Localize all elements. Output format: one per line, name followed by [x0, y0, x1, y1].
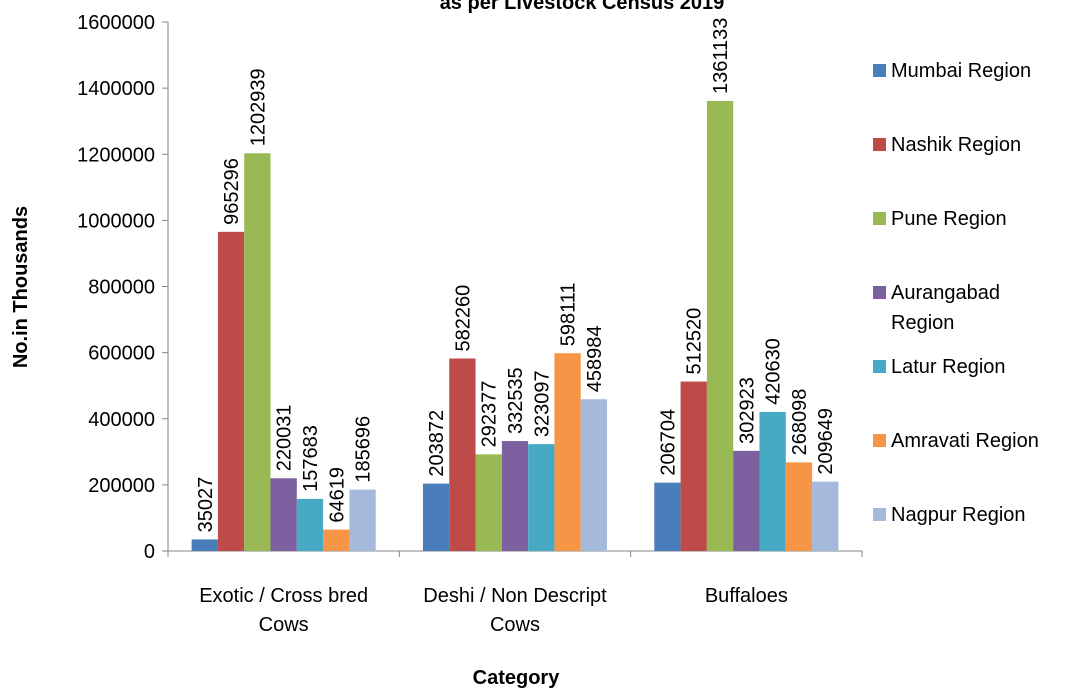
- y-tick-label: 1400000: [77, 78, 155, 100]
- bar: [733, 450, 760, 551]
- bar: [501, 441, 529, 551]
- data-label: 458984: [584, 325, 606, 392]
- legend-label: Mumbai Region: [891, 60, 1031, 82]
- data-label: 206704: [657, 409, 679, 476]
- bar: [217, 231, 245, 552]
- bar: [296, 498, 324, 551]
- data-label: 209649: [815, 408, 837, 475]
- bar: [449, 358, 476, 551]
- data-label: 268098: [789, 389, 811, 456]
- data-label: 35027: [195, 477, 217, 533]
- legend: Mumbai Region Nashik Region Pune Region Aur…: [873, 60, 1039, 526]
- legend-label: Nashik Region: [891, 134, 1021, 156]
- y-tick-label: 200000: [88, 475, 155, 497]
- bar: [785, 462, 813, 551]
- legend-swatch: [873, 286, 886, 299]
- bar: [244, 153, 271, 551]
- chart-title: as per Livestock Census 2019: [440, 0, 725, 14]
- bar: [554, 353, 581, 551]
- data-label: 157683: [300, 425, 322, 492]
- y-tick-label: 0: [144, 541, 155, 563]
- category-label: Cows: [490, 614, 540, 636]
- data-label: 1361133: [710, 18, 732, 94]
- legend-swatch: [873, 508, 886, 521]
- legend-swatch: [873, 360, 886, 373]
- data-label: 332535: [505, 367, 527, 434]
- bar: [680, 381, 707, 551]
- category-label: Buffaloes: [705, 585, 788, 607]
- legend-swatch: [873, 138, 886, 151]
- data-label: 323097: [531, 370, 553, 437]
- data-label: 512520: [684, 308, 706, 375]
- bar: [422, 483, 450, 551]
- legend-label: Pune Region: [891, 208, 1007, 230]
- data-label: 420630: [763, 338, 785, 405]
- bar: [654, 482, 681, 551]
- bar: [349, 489, 376, 551]
- bar: [812, 481, 839, 551]
- category-label: Deshi / Non Descript: [423, 585, 607, 607]
- x-axis-title: Category: [473, 667, 561, 689]
- y-tick-label: 1200000: [77, 144, 155, 166]
- legend-label: Amravati Region: [891, 430, 1039, 452]
- data-label: 292377: [479, 381, 501, 448]
- bar: [528, 444, 555, 551]
- bar: [475, 454, 502, 551]
- category-label: Exotic / Cross bred: [199, 585, 368, 607]
- bar: [191, 539, 218, 551]
- data-label: 64619: [326, 467, 348, 523]
- bar: [759, 411, 786, 551]
- category-label: Cows: [259, 614, 309, 636]
- data-label: 220031: [274, 405, 296, 472]
- bar: [270, 478, 297, 551]
- bar: [323, 529, 350, 551]
- bar: [706, 100, 734, 551]
- data-label: 965296: [221, 158, 243, 225]
- y-axis-title: No.in Thousands: [10, 206, 32, 368]
- legend-label: Aurangabad Region: [891, 282, 1000, 334]
- data-label: 598111: [558, 282, 580, 346]
- plot-area: 0 200000 400000 600000 800000 1000000 1200000 1…: [77, 12, 863, 636]
- y-tick-label: 600000: [88, 343, 155, 365]
- data-label: 185696: [353, 416, 375, 483]
- legend-label: Latur Region: [891, 356, 1006, 378]
- y-tick-label: 1000000: [77, 210, 155, 232]
- y-tick-label: 400000: [88, 409, 155, 431]
- y-tick-label: 1600000: [77, 12, 155, 34]
- legend-swatch: [873, 212, 886, 225]
- legend-label: Nagpur Region: [891, 504, 1026, 526]
- legend-swatch: [873, 64, 886, 77]
- legend-swatch: [873, 434, 886, 447]
- data-label: 302923: [736, 377, 758, 444]
- data-label: 1202939: [247, 68, 269, 146]
- data-label: 203872: [426, 410, 448, 477]
- y-tick-label: 800000: [88, 277, 155, 299]
- bar: [580, 399, 608, 551]
- data-label: 582260: [452, 285, 474, 352]
